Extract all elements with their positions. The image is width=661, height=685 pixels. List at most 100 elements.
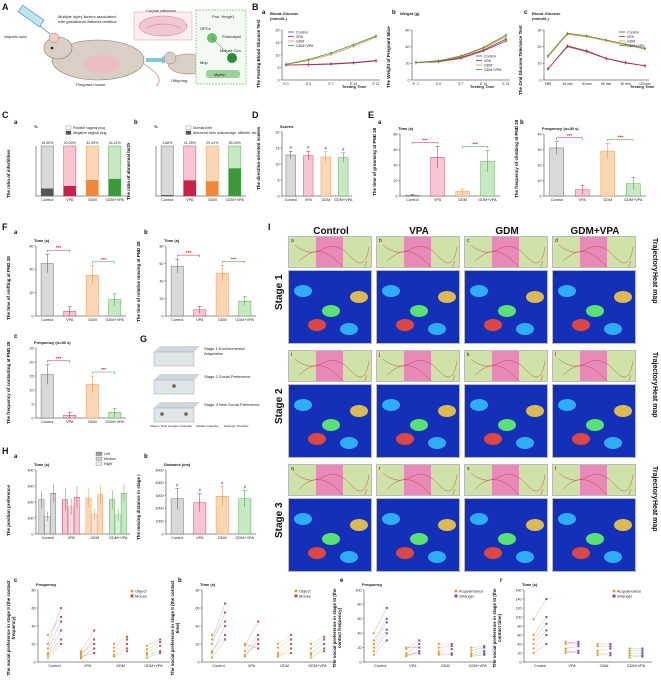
pair-line	[471, 651, 485, 654]
heat-spot	[526, 519, 544, 531]
chart-f-c-ytick-label: 0	[32, 416, 34, 420]
panel-f-a-ylabel: The time of sniffing at PND 28	[6, 256, 11, 320]
x-tick-label: GDM+VPA	[624, 198, 643, 202]
cell-letter: e	[291, 272, 294, 278]
point-stranger	[418, 652, 421, 655]
legend-label: Acquaintance	[617, 588, 642, 593]
label-valproic: Valproic acid	[4, 34, 27, 39]
point-acquaintance	[405, 646, 408, 649]
x-tick-label: Control	[41, 318, 53, 322]
syringe-icon	[17, 4, 51, 35]
point-object	[210, 650, 213, 653]
point-object	[243, 642, 246, 646]
heat-spot	[340, 437, 358, 449]
legend-label: Negative vaginal plug	[73, 131, 107, 135]
point-acquaintance	[470, 653, 473, 656]
trajectory-line	[558, 244, 634, 267]
point-stranger	[450, 653, 453, 656]
series-line-gdm	[547, 33, 646, 57]
trajectory-cell: b	[376, 236, 460, 268]
point-mouse	[159, 641, 162, 644]
chart-h-e: 0 20 40 60 80 100 Control VPA GDM GDM+VPA Acquaint…	[356, 582, 494, 668]
chart-d: 0 5 10 15 20 Control # VPA # GDM # GDM+VPA # Scores	[276, 124, 353, 202]
heat-spot	[396, 433, 414, 445]
chart-e-b-ytick-label: 20	[538, 163, 542, 167]
bar-total	[160, 145, 174, 197]
point-acquaintance	[564, 640, 567, 643]
point-object	[46, 653, 49, 656]
point-mouse	[224, 634, 227, 636]
pair-line	[244, 639, 259, 657]
cell-letter: d	[555, 238, 558, 244]
chart-c-a: Control 15.00% VPA 20.00% GDM 32.00% GDM+VPA 34…	[34, 124, 126, 202]
heat-map-cell: n	[376, 384, 460, 458]
heat-map-cell: o	[464, 384, 548, 458]
unit-label: Time (s)	[34, 462, 50, 467]
pair-line	[629, 655, 643, 657]
bar-right	[50, 493, 57, 535]
cell-letter: k	[467, 352, 470, 358]
point-mouse	[159, 650, 162, 653]
chart-h-e-ytick-label: 0	[360, 660, 362, 664]
point-object	[112, 642, 115, 646]
chart-b-a-ytick-label: 5	[278, 66, 280, 70]
panel-f-a-letter: a	[14, 230, 18, 236]
heat-spot	[410, 419, 428, 431]
heat-spot	[604, 323, 622, 335]
point-object	[79, 651, 82, 655]
stage-3-label: Stage 3 New Social Preference	[204, 402, 260, 407]
pair-line	[438, 653, 452, 655]
significance-bracket	[92, 261, 115, 264]
point-object	[276, 651, 279, 655]
panel-b-c-letter: c	[524, 10, 528, 16]
point-stranger	[385, 607, 388, 609]
significance-label: ***	[422, 137, 428, 142]
pair-line	[211, 621, 226, 636]
legend-swatch	[95, 451, 103, 456]
chart-e-b-ytick-label: 30	[538, 148, 542, 152]
heat-spot	[382, 399, 400, 411]
chart-h-e-ytick-label: 40	[358, 632, 362, 636]
bar-left	[62, 499, 68, 535]
stage-1-label: Stage 1 Environmental Adaptation	[204, 346, 245, 356]
pair-line	[533, 634, 547, 649]
trajectory-line	[558, 358, 634, 381]
point-mouse	[224, 625, 227, 627]
pair-line	[565, 641, 579, 645]
x-tick-label: VPA	[305, 198, 313, 202]
data-label: 55.33%	[229, 141, 242, 145]
point-acquaintance	[532, 638, 535, 641]
pair-line	[471, 646, 485, 648]
panel-c-a-letter: a	[14, 120, 18, 126]
legend-label: Positive vaginal plug	[73, 126, 105, 130]
heat-spot	[350, 291, 368, 303]
chart-h-c-ytick-label: 20	[32, 642, 36, 646]
point-stranger	[385, 632, 388, 635]
point-object	[46, 656, 49, 659]
heat-spot	[614, 519, 632, 531]
heat-spot	[340, 551, 358, 563]
cell-letter: f	[379, 272, 381, 278]
point-object	[210, 651, 213, 655]
panel-h-b-letter: b	[144, 454, 148, 460]
point-stranger	[577, 643, 580, 645]
panel-g-svg	[153, 346, 200, 423]
point-stranger	[641, 652, 644, 654]
point-stranger	[609, 654, 612, 657]
label-corpus: Corpus callosum	[146, 8, 176, 13]
heat-spot	[308, 547, 326, 559]
bar-segment	[63, 186, 76, 196]
point-mouse	[323, 650, 326, 653]
point-acquaintance	[372, 646, 375, 649]
legend-swatch	[185, 130, 192, 135]
x-tick-label: VPA	[196, 318, 204, 322]
legend-label: Acquaintance	[459, 588, 484, 593]
chart-b-b-ytick-label: 20	[406, 62, 410, 66]
panel-g-diagram: Stage 1 Environmental Adaptation Stage 2…	[150, 340, 262, 432]
pair-line	[211, 634, 226, 652]
panel-e-b-letter: b	[520, 120, 524, 126]
mouse-icon	[43, 32, 160, 87]
legend-label: Stranger	[617, 593, 633, 598]
x-tick-label: E 21	[503, 82, 510, 86]
chart-h-b: 0 1000 2000 3000 4000 5000 Control # VPA # GDM # GDM…	[156, 462, 256, 540]
